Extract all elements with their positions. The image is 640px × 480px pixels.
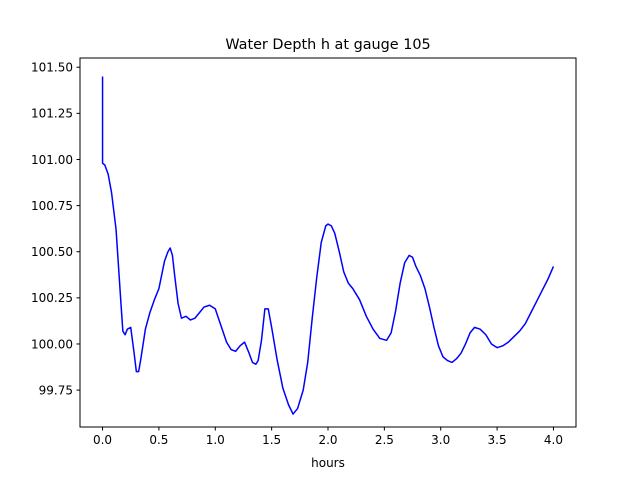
- y-tick-label: 100.00: [31, 337, 73, 351]
- x-tick-label: 0.0: [93, 433, 112, 447]
- y-tick-label: 101.50: [31, 61, 73, 75]
- x-tick-label: 0.5: [149, 433, 168, 447]
- y-tick-label: 100.50: [31, 245, 73, 259]
- x-tick-label: 4.0: [544, 433, 563, 447]
- x-tick-label: 1.5: [262, 433, 281, 447]
- plot-area: 0.0 0.5 1.0 1.5 2.0 2.5 3.0 3.5 4.0 99.75 100.00 10…: [31, 57, 577, 447]
- series-line-0: [101, 76, 555, 415]
- x-tick-label: 3.5: [488, 433, 507, 447]
- chart-title: Water Depth h at gauge 105: [225, 37, 430, 53]
- y-tick-label: 101.00: [31, 153, 73, 167]
- x-axis-label: hours: [311, 456, 345, 470]
- y-tick-label: 100.25: [31, 291, 73, 305]
- y-tick-label: 101.25: [31, 107, 73, 121]
- x-tick-label: 2.5: [375, 433, 394, 447]
- y-tick-label: 99.75: [39, 383, 73, 397]
- x-tick-label: 3.0: [431, 433, 450, 447]
- x-tick-label: 1.0: [206, 433, 225, 447]
- y-tick-label: 100.75: [31, 199, 73, 213]
- x-tick-label: 2.0: [318, 433, 337, 447]
